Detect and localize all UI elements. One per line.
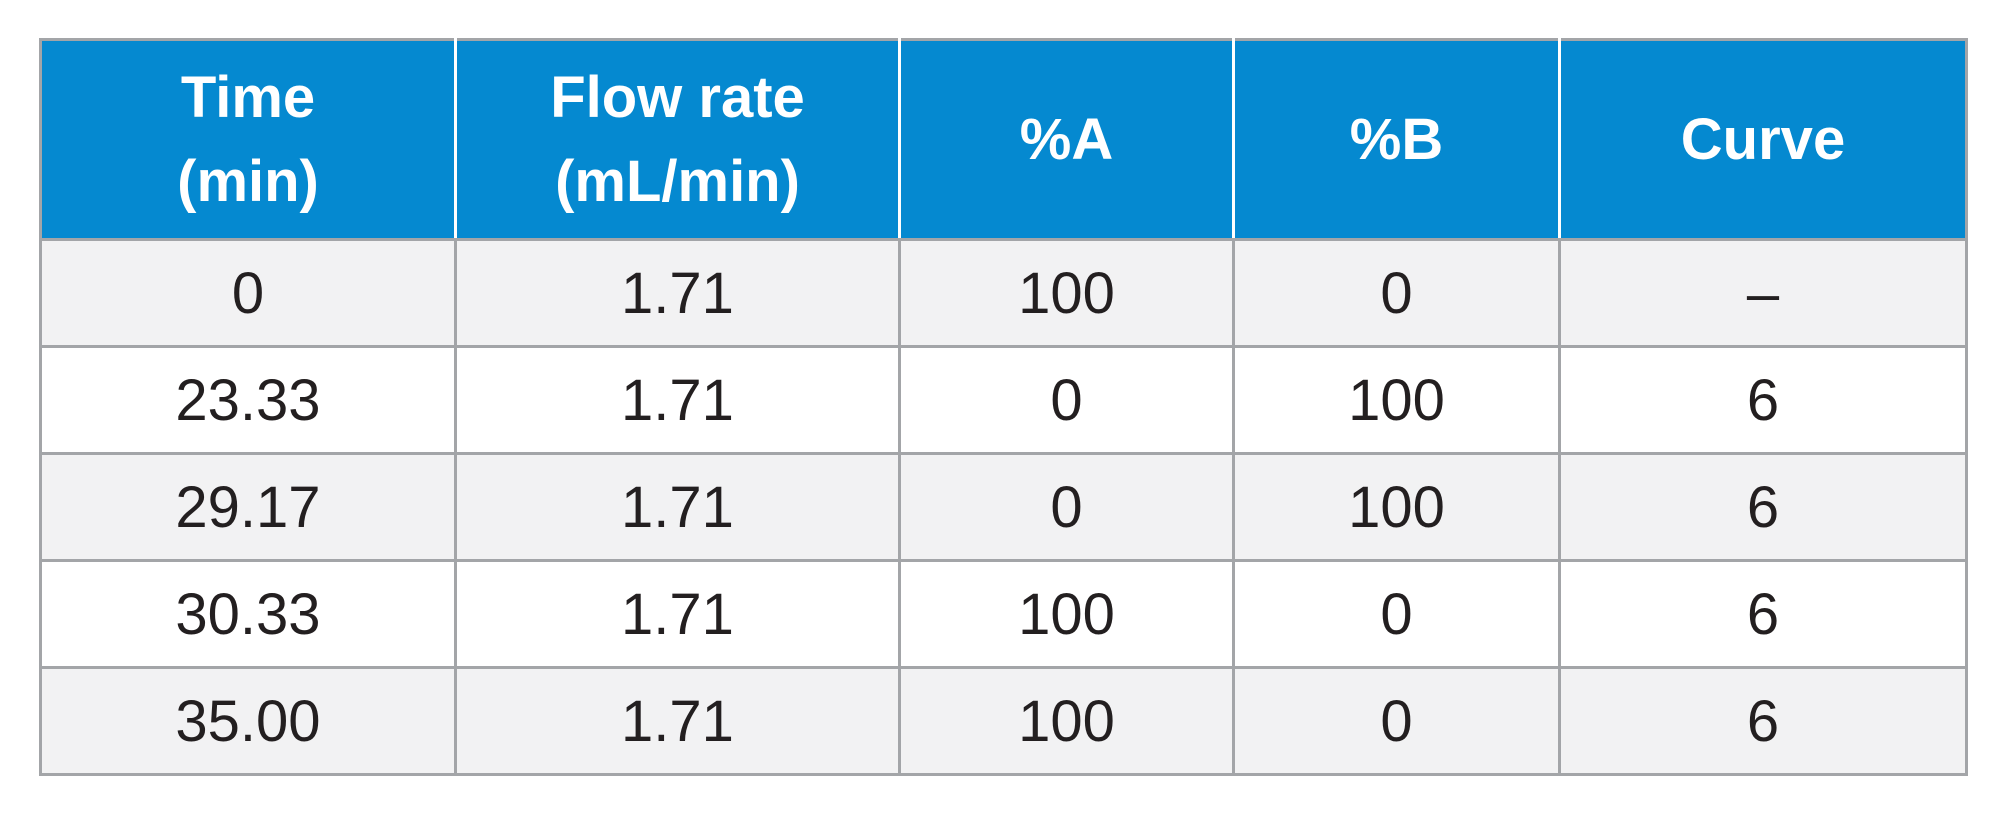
- cell-percent-b: 0: [1232, 238, 1561, 348]
- header-curve: Curve: [1558, 38, 1968, 241]
- cell-curve: –: [1558, 238, 1968, 348]
- cell-flow-rate: 1.71: [454, 238, 901, 348]
- header-flow-rate-label: Flow rate: [550, 64, 805, 130]
- header-percent-a: %A: [898, 38, 1235, 241]
- cell-curve: 6: [1558, 666, 1968, 776]
- header-percent-a-label: %A: [1019, 106, 1114, 172]
- header-percent-b: %B: [1232, 38, 1561, 241]
- cell-time: 0: [39, 238, 457, 348]
- cell-time: 23.33: [39, 345, 457, 455]
- table-row: 0 1.71 100 0 –: [39, 238, 1968, 348]
- cell-flow-rate: 1.71: [454, 345, 901, 455]
- table-row: 30.33 1.71 100 0 6: [39, 559, 1968, 669]
- gradient-table-container: Time (min) Flow rate (mL/min) %A %B Curv…: [39, 38, 1968, 776]
- header-time-label: Time: [180, 64, 316, 130]
- header-percent-b-label: %B: [1349, 106, 1444, 172]
- cell-percent-b: 100: [1232, 345, 1561, 455]
- table-row: 35.00 1.71 100 0 6: [39, 666, 1968, 776]
- cell-percent-a: 0: [898, 345, 1235, 455]
- cell-curve: 6: [1558, 452, 1968, 562]
- cell-percent-b: 0: [1232, 666, 1561, 776]
- cell-percent-a: 100: [898, 238, 1235, 348]
- cell-curve: 6: [1558, 345, 1968, 455]
- cell-percent-a: 100: [898, 666, 1235, 776]
- cell-time: 30.33: [39, 559, 457, 669]
- header-curve-label: Curve: [1680, 106, 1846, 172]
- cell-time: 35.00: [39, 666, 457, 776]
- header-flow-rate: Flow rate (mL/min): [454, 38, 901, 241]
- cell-flow-rate: 1.71: [454, 666, 901, 776]
- cell-flow-rate: 1.71: [454, 559, 901, 669]
- table-row: 23.33 1.71 0 100 6: [39, 345, 1968, 455]
- cell-percent-a: 100: [898, 559, 1235, 669]
- cell-time: 29.17: [39, 452, 457, 562]
- header-row: Time (min) Flow rate (mL/min) %A %B Curv…: [39, 38, 1968, 241]
- cell-percent-b: 100: [1232, 452, 1561, 562]
- cell-percent-a: 0: [898, 452, 1235, 562]
- header-time-unit: (min): [177, 148, 319, 214]
- gradient-table: Time (min) Flow rate (mL/min) %A %B Curv…: [39, 38, 1968, 776]
- table-row: 29.17 1.71 0 100 6: [39, 452, 1968, 562]
- header-flow-rate-unit: (mL/min): [555, 148, 800, 214]
- cell-curve: 6: [1558, 559, 1968, 669]
- header-time: Time (min): [39, 38, 457, 241]
- cell-flow-rate: 1.71: [454, 452, 901, 562]
- cell-percent-b: 0: [1232, 559, 1561, 669]
